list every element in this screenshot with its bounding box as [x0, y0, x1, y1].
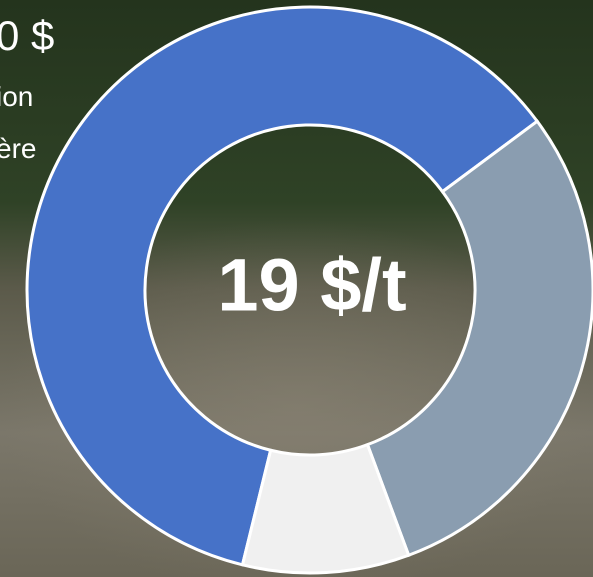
center-label: 19 $/t	[217, 244, 406, 327]
annotation: 0 $	[0, 12, 54, 59]
donut-segment	[25, 5, 540, 567]
donut-segment	[365, 119, 593, 558]
donut-segment	[240, 442, 411, 575]
donut	[25, 5, 593, 575]
annotation: ion	[0, 81, 33, 112]
annotation: ère	[0, 133, 36, 164]
